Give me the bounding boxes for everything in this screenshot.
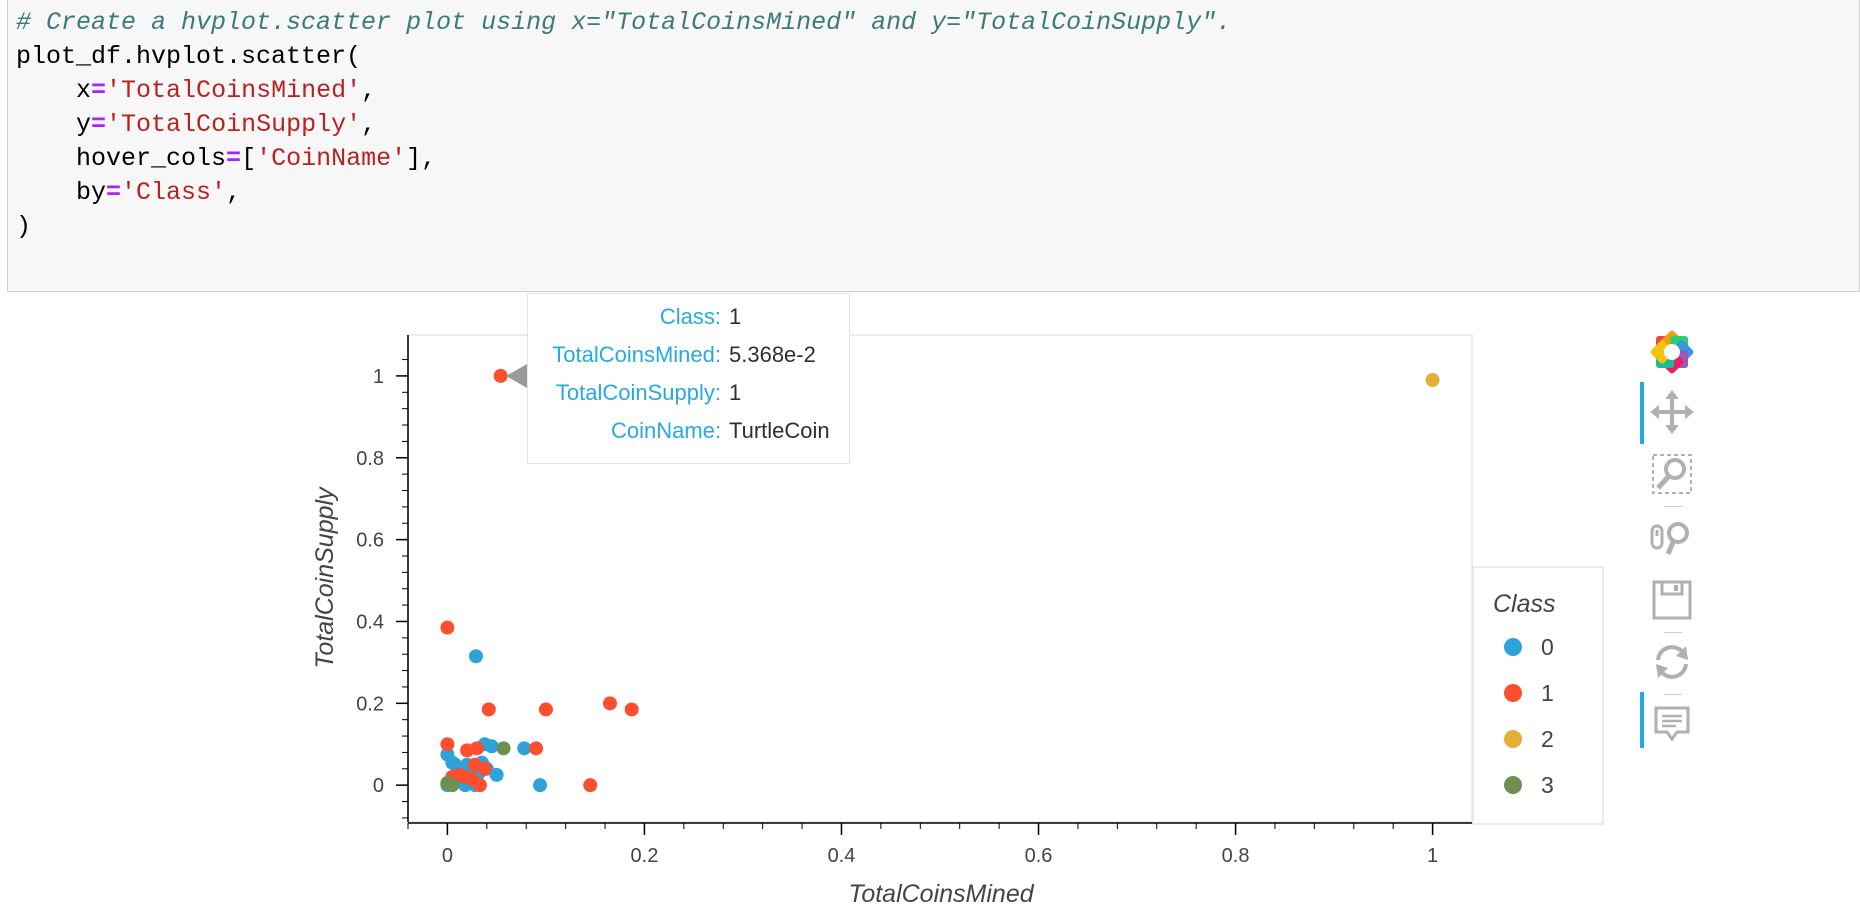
y-axis-label: TotalCoinSupply bbox=[311, 486, 339, 669]
toolbar-separator bbox=[1664, 506, 1682, 507]
code-string: 'Class' bbox=[121, 178, 227, 207]
scatter-point bbox=[489, 767, 504, 782]
code-close-paren: ) bbox=[16, 212, 32, 241]
points-layer bbox=[440, 368, 1440, 793]
scatter-point bbox=[517, 741, 532, 756]
legend-marker bbox=[1504, 638, 1522, 656]
tooltip-row: CoinName: TurtleCoin bbox=[528, 418, 849, 448]
scatter-point bbox=[445, 778, 460, 793]
legend-marker bbox=[1504, 776, 1522, 794]
x-tick-label: 0.2 bbox=[631, 845, 659, 867]
legend-label: 0 bbox=[1541, 634, 1554, 660]
tooltip-value: 1 bbox=[729, 380, 742, 405]
code-string: 'CoinName' bbox=[256, 144, 407, 173]
x-tick-label: 1 bbox=[1427, 845, 1438, 867]
save-icon[interactable] bbox=[1650, 578, 1694, 622]
legend-box bbox=[1472, 566, 1604, 825]
y-tick-label: 0 bbox=[373, 775, 384, 797]
legend-marker bbox=[1504, 684, 1522, 702]
legend-label: 3 bbox=[1541, 772, 1554, 798]
pan-icon[interactable] bbox=[1650, 390, 1694, 434]
bokeh-logo-icon[interactable] bbox=[1650, 330, 1694, 374]
hover-tooltip: Class: 1 TotalCoinsMined: 5.368e-2 Total… bbox=[527, 293, 850, 464]
code-string: 'TotalCoinsMined' bbox=[106, 76, 362, 105]
scatter-point bbox=[465, 772, 480, 787]
active-tool-indicator bbox=[1640, 382, 1644, 444]
code-arg: by bbox=[76, 178, 107, 207]
scatter-point bbox=[468, 649, 483, 664]
plot-toolbar bbox=[1640, 330, 1700, 760]
x-tick-label: 0 bbox=[442, 845, 453, 867]
scatter-point bbox=[440, 737, 455, 752]
legend-title: Class bbox=[1493, 590, 1556, 618]
active-tool-indicator bbox=[1640, 692, 1644, 748]
scatter-point bbox=[538, 702, 553, 717]
x-tick-label: 0.8 bbox=[1222, 845, 1250, 867]
tooltip-value: 5.368e-2 bbox=[729, 342, 816, 367]
code-comment: # Create a hvplot.scatter plot using x="… bbox=[16, 8, 1232, 37]
scatter-point bbox=[440, 620, 455, 635]
scatter-point bbox=[529, 741, 544, 756]
tooltip-arrow bbox=[506, 364, 527, 388]
tooltip-value: 1 bbox=[729, 304, 742, 329]
tooltip-value: TurtleCoin bbox=[729, 418, 830, 443]
scatter-point bbox=[496, 741, 511, 756]
code-arg: hover_cols bbox=[76, 144, 227, 173]
code-call: plot_df.hvplot.scatter( bbox=[16, 42, 362, 71]
y-tick-label: 0.6 bbox=[356, 530, 384, 552]
y-tick-label: 0.2 bbox=[356, 693, 384, 715]
code-arg: x bbox=[76, 76, 92, 105]
tooltip-row: TotalCoinSupply: 1 bbox=[528, 380, 849, 410]
scatter-point bbox=[481, 702, 496, 717]
scatter-point bbox=[583, 778, 598, 793]
toolbar-separator bbox=[1664, 694, 1682, 695]
tooltip-row: TotalCoinsMined: 5.368e-2 bbox=[528, 342, 849, 372]
wheel-zoom-icon[interactable] bbox=[1650, 516, 1694, 560]
scatter-point bbox=[602, 696, 617, 711]
code-arg: y bbox=[76, 110, 92, 139]
scatter-point bbox=[624, 702, 639, 717]
code-cell[interactable]: # Create a hvplot.scatter plot using x="… bbox=[7, 0, 1860, 292]
legend-label: 1 bbox=[1541, 680, 1554, 706]
x-tick-label: 0.4 bbox=[828, 845, 856, 867]
scatter-point bbox=[493, 368, 508, 383]
scatter-point bbox=[533, 778, 548, 793]
tooltip-key: TotalCoinSupply: bbox=[555, 380, 721, 405]
hover-icon[interactable] bbox=[1650, 702, 1694, 746]
x-axis-label: TotalCoinsMined bbox=[848, 880, 1034, 908]
scatter-point bbox=[1425, 373, 1440, 388]
code-string: 'TotalCoinSupply' bbox=[106, 110, 362, 139]
scatter-point bbox=[469, 741, 484, 756]
tooltip-key: CoinName: bbox=[610, 418, 721, 443]
x-tick-label: 0.6 bbox=[1025, 845, 1053, 867]
box-zoom-icon[interactable] bbox=[1650, 452, 1694, 496]
tooltip-key: TotalCoinsMined: bbox=[552, 342, 721, 367]
code-editor[interactable]: # Create a hvplot.scatter plot using x="… bbox=[16, 8, 1232, 241]
legend-label: 2 bbox=[1541, 726, 1554, 752]
toolbar-separator bbox=[1664, 632, 1682, 633]
reset-icon[interactable] bbox=[1650, 640, 1694, 684]
legend-marker bbox=[1504, 730, 1522, 748]
tooltip-row: Class: 1 bbox=[528, 304, 849, 334]
y-tick-label: 0.8 bbox=[356, 448, 384, 470]
tooltip-key: Class: bbox=[659, 304, 721, 329]
scatter-point bbox=[484, 739, 499, 754]
y-tick-label: 0.4 bbox=[356, 611, 384, 633]
scatter-point bbox=[467, 757, 482, 772]
y-tick-label: 1 bbox=[373, 366, 384, 388]
